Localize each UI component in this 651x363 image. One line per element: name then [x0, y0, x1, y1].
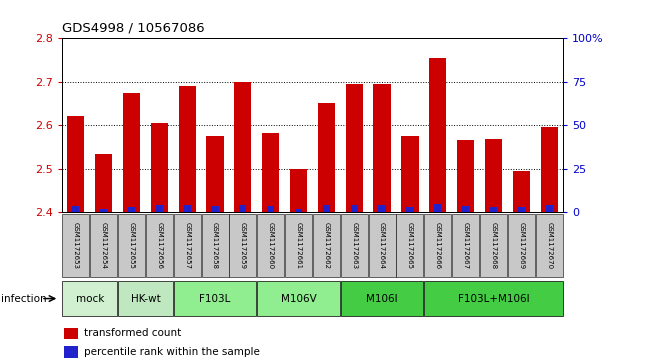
FancyBboxPatch shape [257, 281, 340, 316]
Text: GDS4998 / 10567086: GDS4998 / 10567086 [62, 21, 204, 34]
Text: GSM1172661: GSM1172661 [296, 223, 301, 269]
Text: percentile rank within the sample: percentile rank within the sample [85, 347, 260, 357]
FancyBboxPatch shape [536, 215, 562, 277]
Bar [540, 127, 558, 212]
Bar [429, 58, 447, 212]
Text: F103L+M106I: F103L+M106I [458, 294, 529, 303]
Bar [318, 103, 335, 212]
Text: GSM1172656: GSM1172656 [156, 223, 162, 269]
Bar [156, 204, 163, 212]
Bar [239, 205, 247, 212]
FancyBboxPatch shape [202, 215, 229, 277]
Bar [150, 123, 168, 212]
FancyBboxPatch shape [174, 281, 256, 316]
FancyBboxPatch shape [257, 215, 284, 277]
Bar [457, 140, 475, 212]
Bar [262, 133, 279, 212]
Text: GSM1172655: GSM1172655 [128, 223, 135, 269]
Bar [518, 207, 525, 212]
Bar [406, 207, 413, 212]
Text: F103L: F103L [199, 294, 230, 303]
Bar [234, 82, 251, 212]
Bar [100, 209, 107, 212]
Text: GSM1172666: GSM1172666 [435, 223, 441, 269]
Bar [295, 209, 302, 212]
Text: HK-wt: HK-wt [130, 294, 160, 303]
Text: GSM1172653: GSM1172653 [73, 223, 79, 269]
Bar [490, 207, 497, 212]
FancyBboxPatch shape [508, 215, 535, 277]
FancyBboxPatch shape [285, 215, 312, 277]
Bar [212, 206, 219, 212]
FancyBboxPatch shape [313, 215, 340, 277]
FancyBboxPatch shape [396, 215, 423, 277]
Bar [67, 116, 85, 212]
Bar [434, 204, 441, 212]
FancyBboxPatch shape [340, 215, 368, 277]
FancyBboxPatch shape [480, 215, 507, 277]
FancyBboxPatch shape [90, 215, 117, 277]
Bar [128, 207, 135, 212]
Bar [378, 204, 386, 212]
Text: GSM1172660: GSM1172660 [268, 223, 273, 269]
Text: GSM1172665: GSM1172665 [407, 223, 413, 269]
Text: GSM1172664: GSM1172664 [379, 223, 385, 269]
Text: GSM1172663: GSM1172663 [352, 223, 357, 269]
Bar [323, 205, 330, 212]
FancyBboxPatch shape [174, 215, 201, 277]
Bar [401, 136, 419, 212]
FancyBboxPatch shape [452, 215, 479, 277]
Text: GSM1172668: GSM1172668 [490, 223, 497, 269]
FancyBboxPatch shape [118, 215, 145, 277]
Bar [485, 139, 502, 212]
Bar [178, 86, 196, 212]
Text: transformed count: transformed count [85, 329, 182, 338]
Bar [123, 93, 140, 212]
Bar [267, 206, 274, 212]
Text: GSM1172669: GSM1172669 [518, 223, 524, 269]
Text: GSM1172670: GSM1172670 [546, 223, 552, 269]
Text: GSM1172658: GSM1172658 [212, 223, 218, 269]
Bar [64, 346, 78, 358]
Bar [351, 204, 358, 212]
Text: GSM1172662: GSM1172662 [324, 223, 329, 269]
Text: infection: infection [1, 294, 47, 303]
Text: M106V: M106V [281, 294, 316, 303]
Text: GSM1172657: GSM1172657 [184, 223, 190, 269]
Text: GSM1172654: GSM1172654 [101, 223, 107, 269]
Bar [374, 84, 391, 212]
Bar [64, 327, 78, 339]
FancyBboxPatch shape [62, 215, 89, 277]
Bar [184, 205, 191, 212]
FancyBboxPatch shape [424, 215, 451, 277]
Bar [206, 136, 224, 212]
FancyBboxPatch shape [146, 215, 173, 277]
FancyBboxPatch shape [340, 281, 423, 316]
Text: mock: mock [76, 294, 104, 303]
Bar [72, 206, 79, 212]
FancyBboxPatch shape [229, 215, 256, 277]
Bar [290, 169, 307, 212]
Bar [546, 205, 553, 212]
FancyBboxPatch shape [118, 281, 173, 316]
Bar [513, 171, 530, 212]
Bar [95, 154, 112, 212]
Bar [346, 84, 363, 212]
FancyBboxPatch shape [62, 281, 117, 316]
Text: GSM1172667: GSM1172667 [463, 223, 469, 269]
Text: M106I: M106I [367, 294, 398, 303]
Bar [462, 206, 469, 212]
FancyBboxPatch shape [368, 215, 396, 277]
FancyBboxPatch shape [424, 281, 562, 316]
Text: GSM1172659: GSM1172659 [240, 223, 246, 269]
